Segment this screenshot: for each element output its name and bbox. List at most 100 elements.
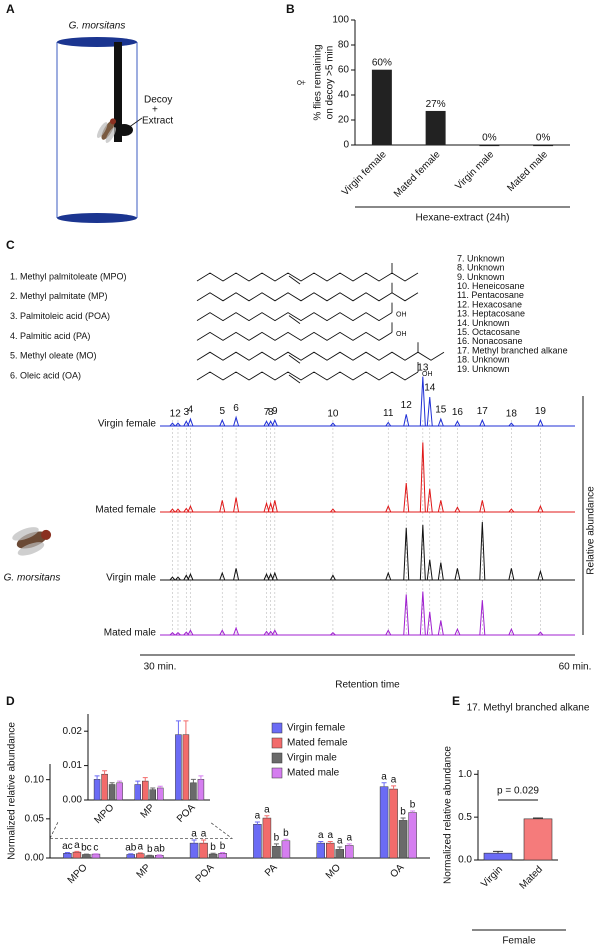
peak bbox=[537, 631, 544, 636]
peak-label: 12 bbox=[401, 400, 413, 411]
peak bbox=[508, 627, 515, 636]
peak bbox=[267, 501, 274, 513]
structure bbox=[196, 371, 419, 381]
y-tick-label: 0.00 bbox=[63, 795, 83, 806]
significance-letter: ab bbox=[125, 842, 137, 853]
bar bbox=[197, 779, 205, 801]
significance-letter: a bbox=[74, 840, 80, 851]
peak-name: 12. Hexacosane bbox=[457, 299, 522, 309]
structure bbox=[196, 351, 445, 361]
error-bar bbox=[137, 852, 143, 854]
peak bbox=[267, 630, 274, 636]
x-tick-label: Virgin male bbox=[453, 149, 496, 192]
peak bbox=[537, 418, 544, 427]
x-tick-label: MP bbox=[135, 862, 154, 881]
peak-label: 2 bbox=[175, 409, 181, 420]
peak-label: 17 bbox=[477, 406, 489, 417]
peak bbox=[419, 376, 426, 427]
bar bbox=[82, 854, 91, 859]
peak bbox=[330, 422, 336, 427]
y-tick-label: 0.5 bbox=[458, 812, 472, 823]
bar bbox=[262, 817, 272, 859]
trace-label: Mated male bbox=[104, 628, 157, 639]
compound-label: 1. Methyl palmitoleate (MPO) bbox=[10, 271, 127, 281]
bar bbox=[116, 782, 123, 801]
peak-label: 10 bbox=[327, 409, 339, 420]
peak bbox=[437, 417, 444, 427]
error-bar bbox=[318, 841, 324, 844]
bar bbox=[157, 787, 164, 801]
error-bar bbox=[142, 777, 148, 782]
peak bbox=[419, 524, 426, 581]
significance-letter: b bbox=[400, 807, 406, 818]
peak-label: 16 bbox=[452, 407, 464, 418]
significance-letter: c bbox=[93, 842, 98, 853]
significance-letter: a bbox=[318, 830, 324, 841]
peak bbox=[169, 508, 176, 513]
peak bbox=[271, 629, 278, 636]
y-tick-label: 0.0 bbox=[458, 855, 472, 866]
significance-letter: b bbox=[410, 800, 416, 811]
significance-letter: b bbox=[210, 842, 216, 853]
peak bbox=[263, 501, 270, 513]
error-bar bbox=[102, 770, 108, 775]
peak bbox=[329, 574, 336, 581]
y-axis-label: Normalized relative abundance bbox=[7, 722, 18, 860]
compound-label: 2. Methyl palmitate (MP) bbox=[10, 291, 108, 301]
bar bbox=[93, 779, 101, 801]
peak-label: 5 bbox=[219, 406, 225, 417]
peak bbox=[330, 631, 336, 636]
peak-label: 18 bbox=[506, 409, 518, 420]
bar bbox=[398, 820, 408, 859]
peak-label: 19 bbox=[535, 406, 547, 417]
peak bbox=[233, 415, 240, 427]
structure bbox=[196, 292, 419, 302]
error-bar bbox=[327, 841, 333, 844]
peak-label: 13 bbox=[417, 362, 429, 373]
symbol: ♀ bbox=[293, 77, 310, 89]
y-axis-label: Relative abundance bbox=[586, 486, 596, 575]
panel-label: B bbox=[286, 2, 295, 16]
bar bbox=[134, 784, 141, 801]
bar bbox=[145, 855, 154, 859]
x-tick-label: Virgin female bbox=[340, 149, 389, 198]
error-bar bbox=[273, 843, 279, 847]
bar bbox=[523, 818, 553, 861]
peak-name: 14. Unknown bbox=[457, 318, 510, 328]
x-axis-label: Hexane-extract (24h) bbox=[416, 213, 510, 224]
bar bbox=[281, 840, 291, 859]
structure bbox=[196, 312, 393, 322]
compound-label: 3. Palmitoleic acid (POA) bbox=[10, 311, 110, 321]
peak bbox=[454, 568, 461, 581]
peak bbox=[169, 631, 176, 636]
bar bbox=[108, 784, 116, 801]
bar bbox=[101, 773, 108, 801]
bar bbox=[182, 734, 190, 801]
peak bbox=[187, 504, 194, 513]
peak bbox=[426, 488, 433, 513]
value-label: 0% bbox=[482, 133, 497, 144]
x-tick-label: Mated bbox=[518, 864, 545, 891]
peak bbox=[271, 571, 278, 581]
x-tick-label: MP bbox=[139, 802, 158, 821]
structure bbox=[288, 374, 301, 384]
significance-letter: a bbox=[391, 775, 397, 786]
bar bbox=[253, 824, 262, 859]
peak bbox=[454, 627, 461, 636]
x-tick-label: OA bbox=[388, 862, 406, 880]
peak-name: 17. Methyl branched alkane bbox=[457, 345, 568, 355]
trace-label: Mated female bbox=[95, 505, 156, 516]
peak bbox=[169, 422, 176, 427]
peak bbox=[385, 421, 392, 427]
decoy-cylinder bbox=[56, 37, 143, 223]
error-bar bbox=[410, 810, 416, 813]
bar bbox=[63, 853, 72, 859]
bar bbox=[190, 782, 197, 801]
peak-name: 13. Heptacosane bbox=[457, 309, 525, 319]
legend-swatch bbox=[271, 767, 283, 779]
peak bbox=[508, 422, 515, 427]
x-tick-label: POA bbox=[175, 802, 198, 825]
peak bbox=[219, 629, 226, 636]
y-tick-label: 1.0 bbox=[458, 769, 472, 780]
